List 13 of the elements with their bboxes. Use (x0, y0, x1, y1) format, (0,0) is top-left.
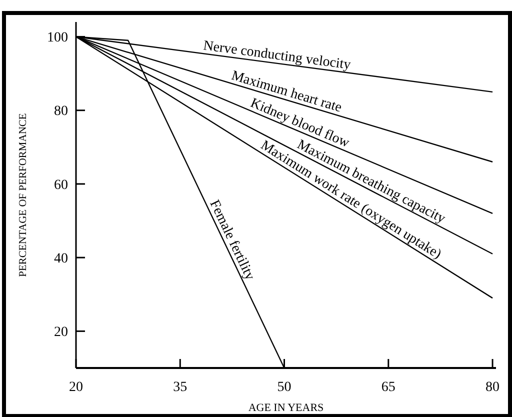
x-tick-label: 50 (277, 380, 292, 395)
x-tick-label: 65 (381, 380, 396, 395)
y-tick-label: 40 (54, 251, 68, 266)
y-tick-label: 100 (47, 30, 68, 46)
y-tick-label: 20 (54, 325, 68, 340)
x-axis-title: AGE IN YEARS (248, 402, 324, 414)
y-tick-label: 60 (54, 178, 68, 193)
x-tick-label: 80 (486, 380, 500, 395)
text: Female fertility (206, 198, 258, 283)
x-tick-label: 35 (173, 380, 188, 395)
y-tick-label: 80 (54, 104, 68, 120)
x-tick-label: 20 (69, 380, 83, 395)
y-axis-title: PERCENTAGE OF PERFORMANCE (18, 113, 29, 277)
